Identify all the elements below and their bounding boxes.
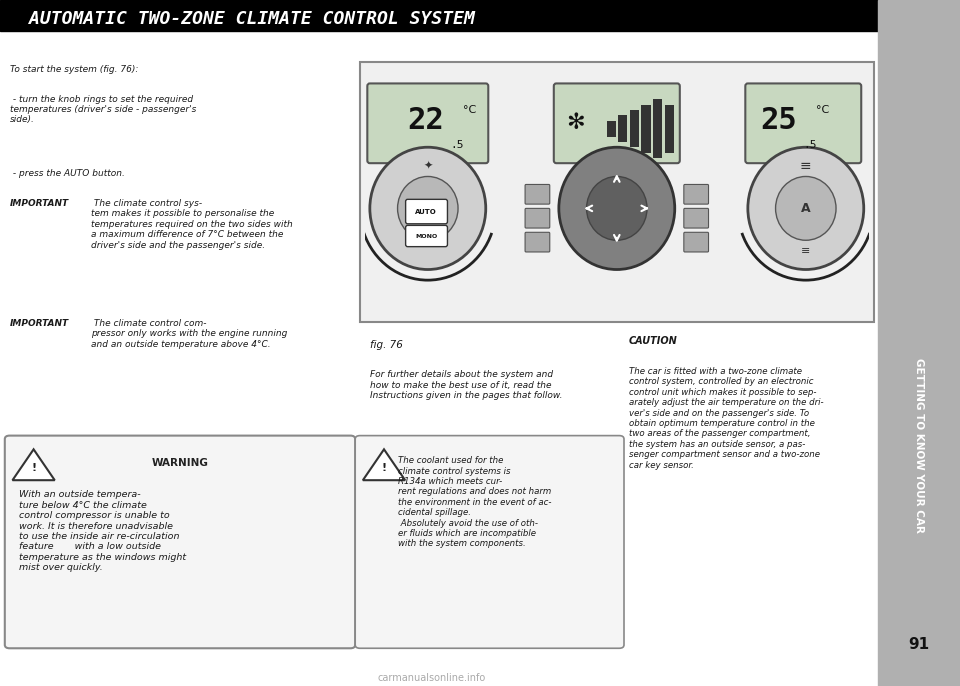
FancyBboxPatch shape [368, 84, 489, 163]
Text: 22: 22 [408, 106, 444, 135]
Text: carmanualsonline.info: carmanualsonline.info [378, 672, 486, 683]
Text: To start the system (fig. 76):: To start the system (fig. 76): [10, 65, 138, 74]
Text: - press the AUTO button.: - press the AUTO button. [10, 169, 125, 178]
FancyBboxPatch shape [525, 209, 550, 228]
FancyBboxPatch shape [355, 436, 624, 648]
Text: !: ! [381, 463, 387, 473]
Text: .5: .5 [804, 140, 817, 150]
FancyBboxPatch shape [525, 233, 550, 252]
FancyBboxPatch shape [554, 84, 680, 163]
Text: For further details about the system and
how to make the best use of it, read th: For further details about the system and… [370, 370, 563, 400]
Bar [360, 62, 874, 322]
FancyBboxPatch shape [406, 200, 447, 224]
Text: ≡: ≡ [800, 159, 811, 173]
Text: 91: 91 [908, 637, 929, 652]
Text: - turn the knob rings to set the required
temperatures (driver's side - passenge: - turn the knob rings to set the require… [10, 95, 196, 124]
Text: IMPORTANT: IMPORTANT [10, 319, 69, 328]
Text: The climate control sys-
tem makes it possible to personalise the
temperatures r: The climate control sys- tem makes it po… [91, 199, 293, 250]
FancyBboxPatch shape [525, 185, 550, 204]
Circle shape [370, 147, 486, 270]
Circle shape [776, 176, 836, 240]
FancyBboxPatch shape [406, 226, 447, 247]
Bar [0, 0, 878, 31]
Text: WARNING: WARNING [152, 458, 208, 469]
FancyBboxPatch shape [684, 209, 708, 228]
Circle shape [587, 176, 647, 240]
Text: The car is fitted with a two-zone climate
control system, controlled by an elect: The car is fitted with a two-zone climat… [629, 367, 824, 470]
Text: The climate control com-
pressor only works with the engine running
and an outsi: The climate control com- pressor only wo… [91, 319, 288, 348]
Bar [653, 99, 662, 158]
Text: With an outside tempera-
ture below 4°C the climate
control compressor is unable: With an outside tempera- ture below 4°C … [19, 490, 186, 572]
Text: °C: °C [463, 105, 476, 115]
Text: °C: °C [816, 105, 829, 115]
Text: CAUTION: CAUTION [629, 336, 678, 346]
Polygon shape [363, 449, 405, 480]
Bar [630, 110, 639, 147]
Text: ✦: ✦ [423, 161, 433, 171]
Text: !: ! [31, 463, 36, 473]
Text: .5: .5 [450, 140, 464, 150]
Text: IMPORTANT: IMPORTANT [10, 199, 69, 208]
Text: AUTO: AUTO [416, 209, 437, 215]
Text: 25: 25 [760, 106, 797, 135]
Bar [641, 105, 651, 152]
Text: fig. 76: fig. 76 [370, 340, 402, 350]
FancyBboxPatch shape [684, 233, 708, 252]
Text: A: A [801, 202, 810, 215]
FancyBboxPatch shape [5, 436, 355, 648]
Text: The coolant used for the
climate control systems is
R134a which meets cur-
rent : The coolant used for the climate control… [398, 456, 552, 548]
Text: ✻: ✻ [566, 113, 585, 133]
Text: GETTING TO KNOW YOUR CAR: GETTING TO KNOW YOUR CAR [914, 359, 924, 533]
Circle shape [397, 176, 458, 240]
FancyBboxPatch shape [745, 84, 861, 163]
FancyBboxPatch shape [684, 185, 708, 204]
Bar [664, 105, 674, 152]
Bar [607, 121, 615, 137]
Text: ≡: ≡ [801, 246, 810, 256]
Circle shape [748, 147, 864, 270]
Bar [878, 0, 960, 686]
Bar [618, 115, 628, 142]
Text: MONO: MONO [415, 234, 438, 239]
Polygon shape [12, 449, 55, 480]
Circle shape [559, 147, 675, 270]
Text: AUTOMATIC TWO-ZONE CLIMATE CONTROL SYSTEM: AUTOMATIC TWO-ZONE CLIMATE CONTROL SYSTE… [29, 10, 474, 28]
